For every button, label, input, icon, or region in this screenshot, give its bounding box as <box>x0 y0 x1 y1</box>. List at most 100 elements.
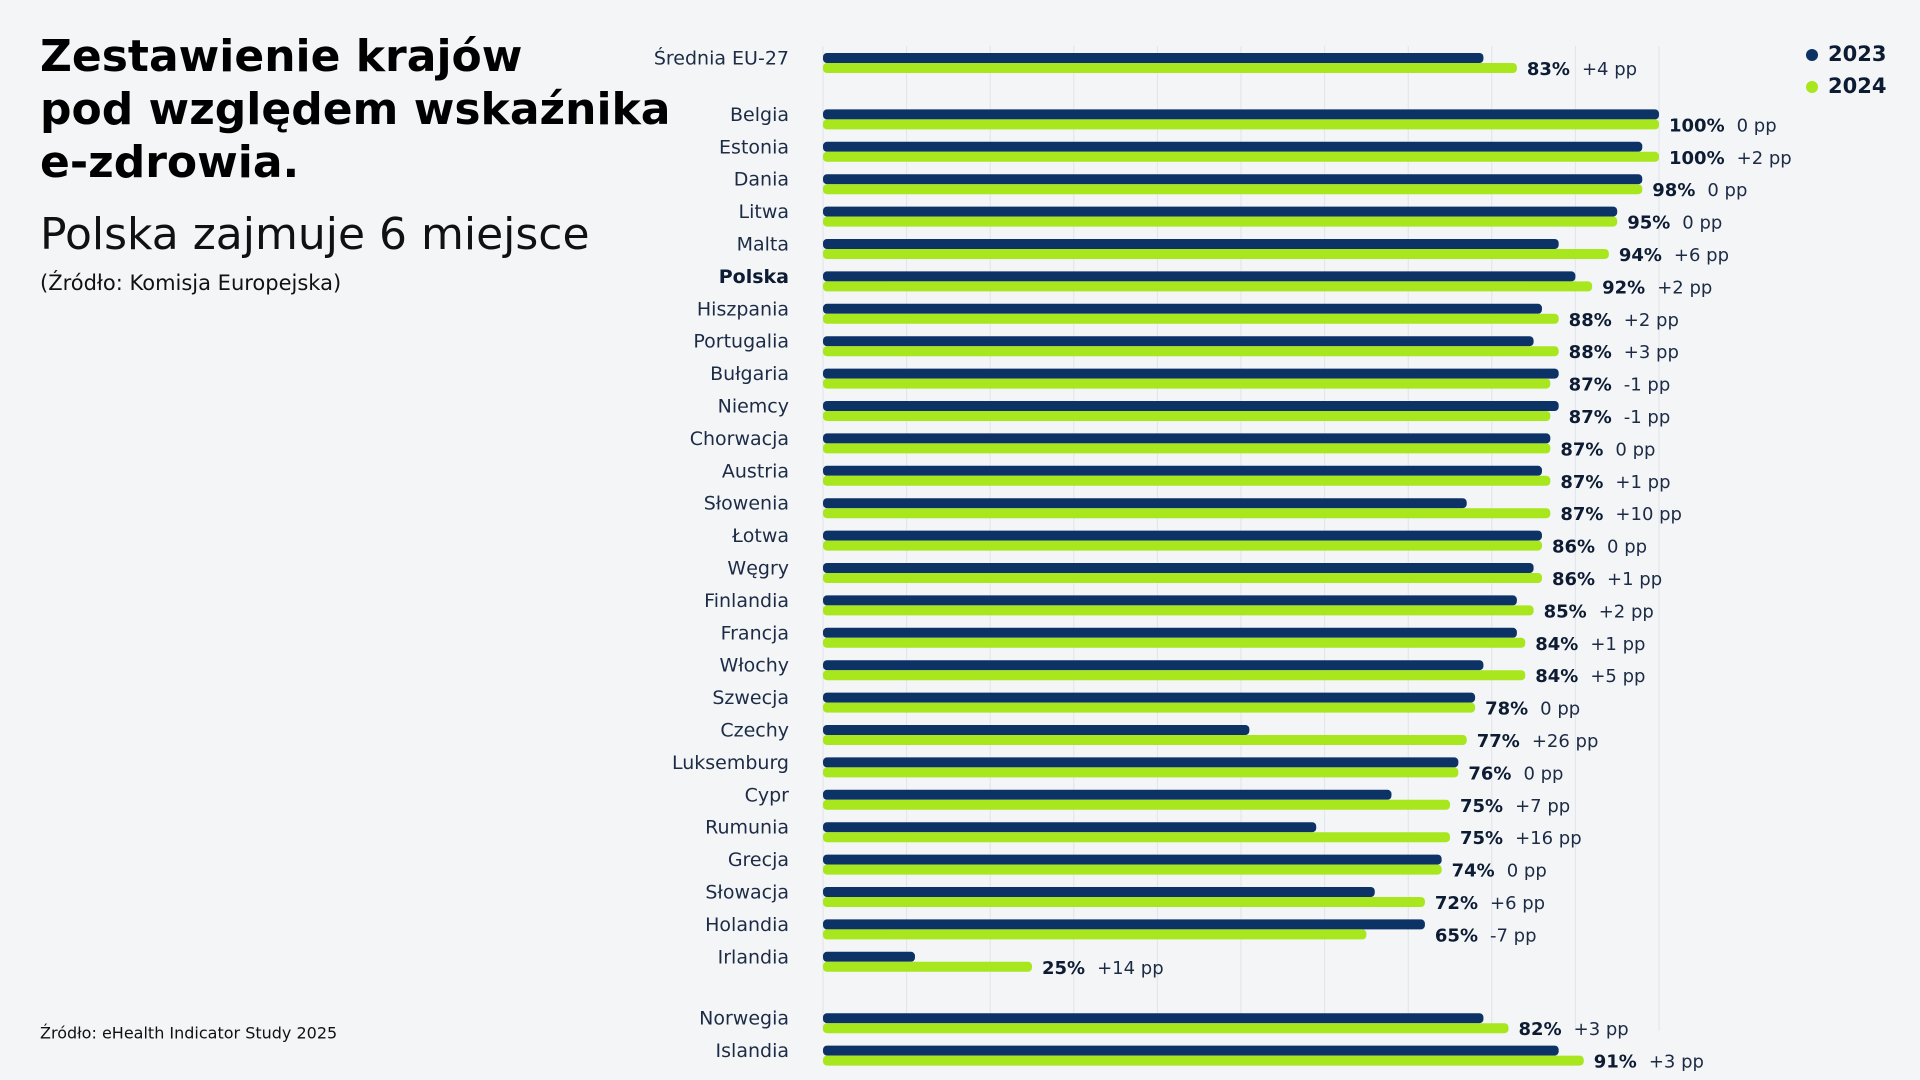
bar <box>823 627 1517 638</box>
change-label: +2 pp <box>1624 310 1679 331</box>
value-label: 94% <box>1619 245 1662 266</box>
note: (Źródło: Komisja Europejska) <box>40 270 341 295</box>
change-label: +3 pp <box>1624 342 1679 363</box>
value-label: 95% <box>1627 213 1670 234</box>
change-label: 0 pp <box>1523 763 1563 784</box>
change-label: 0 pp <box>1682 213 1722 234</box>
value-label: 86% <box>1552 537 1595 558</box>
bar <box>823 789 1392 800</box>
change-label: -1 pp <box>1624 375 1671 396</box>
change-label: +2 pp <box>1737 148 1792 169</box>
bar <box>823 832 1450 843</box>
bar <box>823 660 1484 671</box>
bar <box>823 475 1551 486</box>
change-label: +1 pp <box>1615 472 1670 493</box>
bar <box>823 465 1542 476</box>
value-label: 88% <box>1569 342 1612 363</box>
value-label: 87% <box>1560 472 1603 493</box>
bar <box>823 206 1618 217</box>
value-label: 92% <box>1602 277 1645 298</box>
bar <box>823 725 1250 735</box>
category-label: Finlandia <box>704 590 789 612</box>
category-label: Malta <box>737 234 789 256</box>
legend-marker <box>1806 81 1818 93</box>
change-label: -7 pp <box>1490 925 1537 946</box>
bar <box>823 239 1559 249</box>
value-label: 91% <box>1594 1052 1637 1073</box>
value-label: 88% <box>1569 310 1612 331</box>
category-label: Niemcy <box>718 396 789 418</box>
bar <box>823 670 1526 681</box>
category-label: Hiszpania <box>697 298 789 320</box>
bar <box>823 1045 1559 1056</box>
bar <box>823 498 1467 509</box>
bar <box>823 735 1467 745</box>
bar <box>823 951 915 962</box>
bar <box>823 53 1484 63</box>
bar <box>823 378 1551 389</box>
change-label: +16 pp <box>1515 828 1582 849</box>
category-label: Węgry <box>727 558 789 580</box>
bar <box>823 864 1442 875</box>
category-label: Średnia EU-27 <box>654 46 789 70</box>
bar <box>823 1055 1584 1066</box>
change-label: 0 pp <box>1737 115 1777 136</box>
legend-label: 2023 <box>1828 42 1886 66</box>
category-label: Norwegia <box>699 1008 789 1030</box>
value-label: 25% <box>1042 958 1085 979</box>
legend-label: 2024 <box>1828 74 1886 98</box>
bar <box>823 929 1367 940</box>
bar <box>823 443 1551 454</box>
bar <box>823 1023 1509 1034</box>
bar <box>823 563 1534 573</box>
bar <box>823 249 1609 259</box>
change-label: +10 pp <box>1615 504 1682 525</box>
bar <box>823 961 1032 972</box>
category-label: Litwa <box>739 201 790 223</box>
bar <box>823 303 1542 314</box>
category-label: Irlandia <box>718 946 789 968</box>
value-label: 98% <box>1652 180 1695 201</box>
category-label: Bułgaria <box>710 363 789 385</box>
bar <box>823 1013 1484 1024</box>
category-label: Chorwacja <box>690 428 789 450</box>
bar <box>823 854 1442 865</box>
value-label: 72% <box>1435 893 1478 914</box>
bar <box>823 336 1534 347</box>
subtitle: Polska zajmuje 6 miejsce <box>40 209 590 260</box>
category-label: Szwecja <box>712 687 789 709</box>
category-label: Portugalia <box>693 331 789 353</box>
bar <box>823 897 1425 907</box>
bar <box>823 605 1534 616</box>
value-label: 100% <box>1669 148 1725 169</box>
title-line: e-zdrowia. <box>40 137 299 188</box>
value-label: 75% <box>1460 828 1503 849</box>
change-label: 0 pp <box>1607 537 1647 558</box>
legend-marker <box>1806 49 1818 61</box>
category-label: Cypr <box>745 784 790 806</box>
bar <box>823 767 1459 778</box>
change-label: +26 pp <box>1532 731 1599 752</box>
bar <box>823 313 1559 324</box>
category-label: Islandia <box>716 1040 789 1062</box>
value-label: 85% <box>1544 601 1587 622</box>
bar <box>823 368 1559 379</box>
category-label: Austria <box>722 460 789 482</box>
change-label: +3 pp <box>1649 1052 1704 1073</box>
bar <box>823 184 1643 195</box>
value-label: 65% <box>1435 925 1478 946</box>
category-label: Włochy <box>719 655 789 677</box>
bar <box>823 757 1459 768</box>
change-label: +5 pp <box>1590 666 1645 687</box>
change-label: +7 pp <box>1515 796 1570 817</box>
title-line: Zestawienie krajów <box>40 31 522 82</box>
value-label: 75% <box>1460 796 1503 817</box>
category-label: Belgia <box>730 104 789 126</box>
change-label: -1 pp <box>1624 407 1671 428</box>
change-label: 0 pp <box>1615 439 1655 460</box>
bar <box>823 141 1643 152</box>
bar <box>823 346 1559 357</box>
category-label: Polska <box>719 266 789 288</box>
value-label: 84% <box>1535 634 1578 655</box>
